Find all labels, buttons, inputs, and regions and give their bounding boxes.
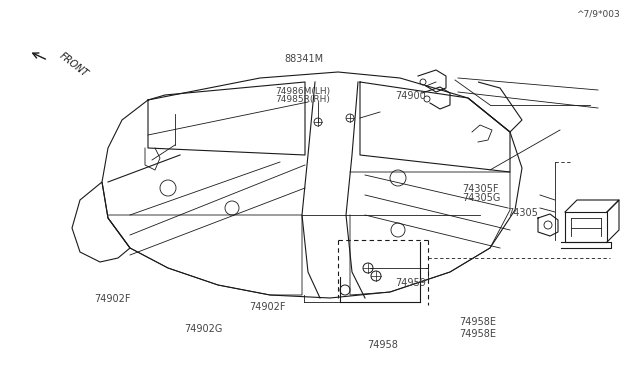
- Text: 74958E: 74958E: [460, 317, 497, 327]
- Text: ^7/9*003: ^7/9*003: [576, 10, 620, 19]
- Text: FRONT: FRONT: [58, 51, 90, 79]
- Text: 74305F: 74305F: [462, 184, 499, 194]
- Text: 74900: 74900: [396, 91, 426, 101]
- Text: 74958: 74958: [367, 340, 398, 350]
- Text: 74305G: 74305G: [462, 193, 500, 203]
- Text: 74305: 74305: [507, 208, 538, 218]
- Text: 74985R(RH): 74985R(RH): [275, 95, 330, 104]
- Text: 88341M: 88341M: [284, 54, 324, 64]
- Text: 74959: 74959: [396, 279, 426, 288]
- Text: 74986M(LH): 74986M(LH): [275, 87, 330, 96]
- Text: 74902G: 74902G: [184, 324, 223, 334]
- Text: 74902F: 74902F: [249, 302, 286, 312]
- Text: 74958E: 74958E: [460, 329, 497, 339]
- Text: 74902F: 74902F: [93, 295, 131, 304]
